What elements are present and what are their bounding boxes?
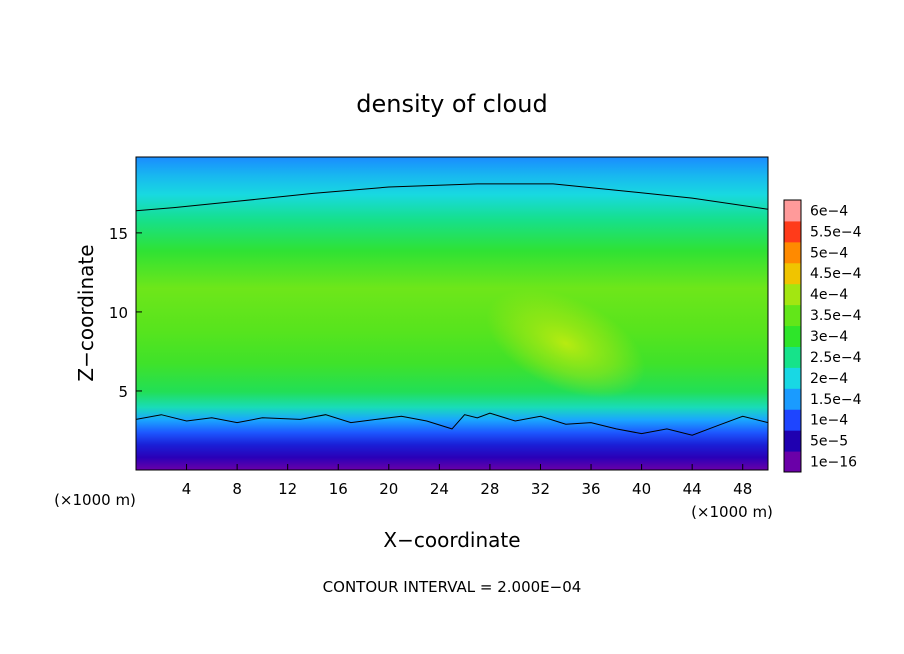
x-tick-label: 16: [329, 480, 348, 498]
colorbar-swatch: [784, 262, 801, 285]
colorbar-swatch: [784, 220, 801, 243]
x-tick-label: 40: [632, 480, 651, 498]
x-axis-ticks: 4 8 12 16 20 24 28 32 36 40 44 48: [182, 464, 752, 498]
chart-title: density of cloud: [356, 90, 547, 118]
x-tick-label: 48: [733, 480, 752, 498]
colorbar: 1e−16 5e−5 1e−4 1.5e−4 2e−4 2.5e−4 3e−4 3.5e−4 4…: [783, 199, 862, 473]
heatmap-field: [136, 157, 768, 470]
colorbar-label: 4.5e−4: [810, 266, 862, 282]
x-tick-label: 12: [278, 480, 297, 498]
x-axis-label: X−coordinate: [383, 528, 520, 552]
plot-frame: [135, 156, 769, 471]
colorbar-label: 5.5e−4: [810, 224, 862, 240]
colorbar-swatch: [784, 367, 801, 389]
x-tick-label: 20: [379, 480, 398, 498]
colorbar-swatch: [784, 346, 801, 368]
y-tick-label: 10: [109, 304, 128, 322]
heatmap-peak: [486, 289, 646, 398]
x-tick-label: 28: [480, 480, 499, 498]
colorbar-label: 1.5e−4: [810, 392, 862, 408]
plot-area: [136, 157, 768, 470]
colorbar-swatch: [784, 325, 801, 347]
colorbar-label: 1e−16: [810, 455, 857, 471]
colorbar-swatch: [784, 430, 801, 452]
colorbar-swatch: [784, 388, 801, 410]
colorbar-swatch: [784, 200, 801, 222]
colorbar-swatch: [784, 451, 801, 473]
colorbar-label: 2e−4: [810, 371, 848, 387]
colorbar-label: 6e−4: [810, 203, 848, 219]
y-axis-label: Z−coordinate: [74, 244, 98, 381]
x-tick-label: 4: [182, 480, 192, 498]
x-axis-unit-left: (×1000 m): [54, 491, 136, 509]
y-tick-label: 15: [109, 225, 128, 243]
y-axis-ticks: 5 10 15: [109, 225, 142, 401]
colorbar-swatch: [784, 409, 801, 431]
y-tick-label: 5: [118, 383, 128, 401]
colorbar-label: 2.5e−4: [810, 350, 862, 366]
colorbar-swatch: [784, 241, 801, 264]
colorbar-label: 5e−5: [810, 434, 848, 450]
colorbar-swatch: [784, 283, 801, 306]
colorbar-label: 1e−4: [810, 413, 848, 429]
colorbar-swatch: [784, 304, 801, 327]
contour-line-upper: [136, 183, 768, 212]
x-axis-unit-right: (×1000 m): [691, 503, 773, 521]
colorbar-label: 4e−4: [810, 287, 848, 303]
x-tick-label: 36: [581, 480, 600, 498]
colorbar-label: 3.5e−4: [810, 308, 862, 324]
contour-interval-note: CONTOUR INTERVAL = 2.000E−04: [323, 578, 582, 596]
x-tick-label: 32: [531, 480, 550, 498]
x-tick-label: 44: [683, 480, 702, 498]
colorbar-frame: [783, 199, 802, 473]
x-tick-label: 8: [232, 480, 242, 498]
colorbar-label: 5e−4: [810, 245, 848, 261]
colorbar-label: 3e−4: [810, 329, 848, 345]
x-tick-label: 24: [430, 480, 449, 498]
contour-line-lower: [136, 412, 768, 436]
